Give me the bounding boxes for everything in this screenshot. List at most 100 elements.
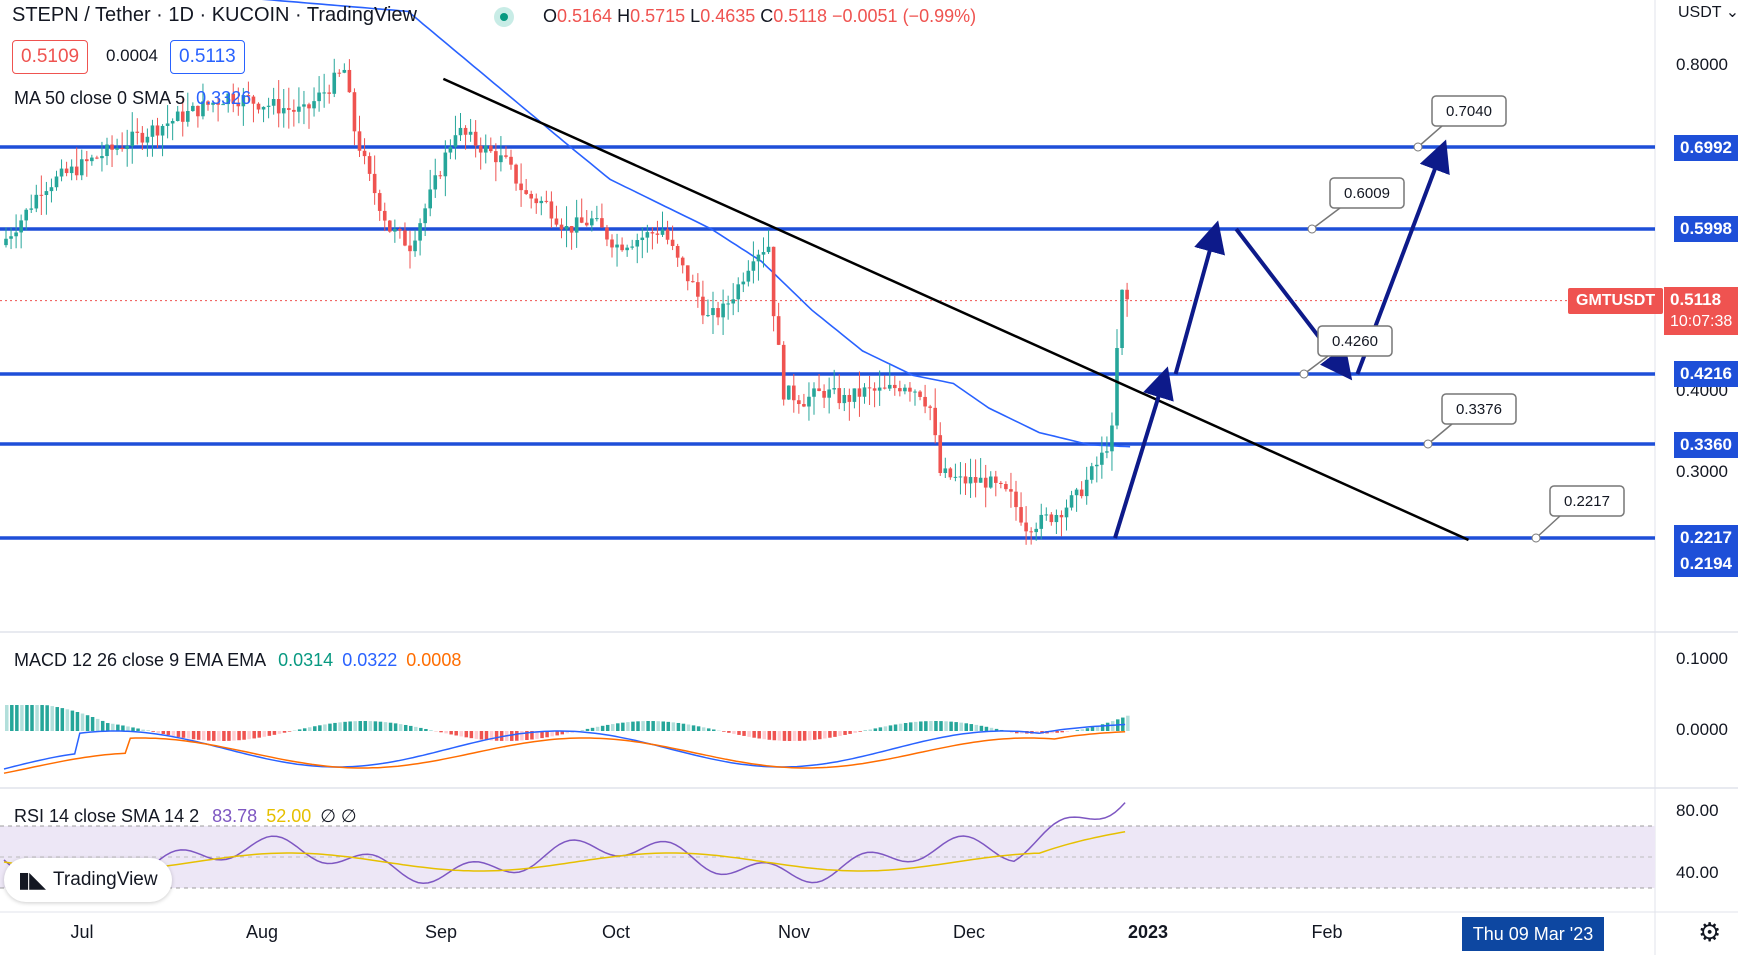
macd-hist-bar — [449, 731, 453, 735]
candle-body — [882, 387, 887, 389]
candle-body — [509, 156, 513, 165]
callout-anchor-1 — [1307, 224, 1317, 234]
macd-hist-bar — [50, 706, 54, 731]
macd-hist-bar — [611, 724, 615, 731]
callout-anchor-0 — [1413, 142, 1423, 152]
candle-body — [751, 261, 756, 271]
candle-body — [822, 390, 826, 398]
candle-body — [1034, 528, 1038, 533]
candle-body — [1120, 289, 1124, 349]
rsi-sma-value: 52.00 — [266, 806, 312, 826]
macd-hist-bar — [333, 722, 337, 731]
rsi-sma-line — [3, 830, 1126, 872]
price-callouts[interactable]: 0.7040 0.6009 0.4260 0.3376 0.2217 — [1299, 95, 1625, 543]
ticker-badge[interactable]: GMTUSDT — [1568, 288, 1664, 314]
settings-gear-icon[interactable]: ⚙ — [1698, 917, 1722, 947]
callout-leader-3 — [1427, 423, 1453, 445]
horizontal-levels[interactable] — [0, 145, 1655, 540]
ohlc-readout: O0.5164 H0.5715 L0.4635 C0.5118 −0.0051 … — [543, 6, 977, 26]
macd-hist-bar — [262, 731, 267, 737]
candle-body — [261, 106, 266, 110]
ma-value: 0.3326 — [196, 88, 252, 108]
candle-body — [297, 106, 301, 112]
currency-selector[interactable]: USDT ⌄ — [1678, 2, 1738, 22]
macd-hist-bar — [70, 710, 75, 731]
macd-hist-bar — [313, 726, 317, 731]
candle-body — [766, 246, 771, 253]
candle-body — [337, 72, 342, 74]
candle-body — [150, 125, 155, 137]
macd-hist-bar — [641, 721, 645, 731]
ma-legend[interactable]: MA 50 close 0 SMA 5 0.3326 — [14, 88, 251, 109]
macd-hist-bar — [833, 731, 837, 737]
symbol-title[interactable]: STEPN / Tether · 1D · KUCOIN · TradingVi… — [12, 4, 417, 27]
candle-body — [1014, 491, 1018, 508]
callout-box-2 — [1317, 325, 1393, 357]
candlestick-series — [4, 58, 1129, 545]
candle-body — [958, 476, 963, 478]
macd-hist-bar — [767, 731, 772, 740]
candle-body — [246, 95, 251, 97]
price-tick-0300: 0.3000 — [1676, 462, 1728, 481]
candle-body — [615, 244, 619, 248]
macd-hist-bar — [343, 721, 347, 731]
macd-hist-bar — [676, 722, 681, 731]
macd-hist-bar — [302, 728, 307, 731]
candle-body — [90, 157, 94, 162]
candle-body — [29, 208, 34, 210]
candle-body — [918, 391, 922, 397]
candle-body — [1019, 507, 1023, 523]
macd-hist-bar — [1105, 722, 1110, 731]
candle-body — [1115, 348, 1119, 426]
macd-hist-bar — [328, 723, 332, 731]
time-label-2023: 2023 — [1127, 922, 1169, 942]
macd-hist-bar — [1126, 715, 1130, 731]
candle-body — [160, 125, 165, 136]
macd-hist-bar — [141, 729, 145, 731]
candle-body — [827, 389, 831, 398]
macd-hist-bar — [525, 731, 529, 741]
macd-hist-bar — [631, 721, 635, 731]
macd-hist-bar — [489, 731, 494, 741]
macd-hist-bar — [585, 728, 590, 731]
candle-body — [256, 103, 261, 110]
candle-body — [584, 222, 589, 226]
macd-hist-bar — [439, 731, 443, 733]
candle-body — [716, 308, 720, 318]
rsi-legend[interactable]: RSI 14 close SMA 14 2 83.78 52.00 ∅ ∅ — [14, 806, 357, 827]
candle-body — [1105, 451, 1109, 453]
macd-hist-bar — [802, 731, 807, 741]
candle-body — [635, 240, 640, 247]
macd-hist-bar — [843, 731, 847, 735]
macd-hist-bar — [308, 727, 312, 731]
macd-hist-bar — [20, 705, 24, 731]
macd-legend[interactable]: MACD 12 26 close 9 EMA EMA 0.0314 0.0322… — [14, 650, 461, 671]
macd-hist-bar — [1100, 724, 1105, 731]
candle-body — [620, 244, 624, 251]
macd-pane — [3, 705, 1130, 774]
macd-hist-bar — [540, 731, 544, 739]
sell-button[interactable]: 0.5109 — [12, 40, 89, 74]
candle-body — [463, 127, 468, 135]
candle-body — [539, 200, 544, 204]
candle-body — [807, 396, 811, 407]
candle-body — [524, 190, 528, 194]
candle-body — [1054, 514, 1059, 523]
macd-hist-bar — [848, 731, 852, 734]
candle-body — [802, 404, 806, 407]
candle-body — [797, 400, 801, 405]
market-status-icon[interactable] — [494, 7, 514, 27]
macd-hist-bar — [474, 731, 479, 739]
callout-box-3 — [1441, 393, 1517, 425]
trendline[interactable] — [442, 77, 1470, 542]
macd-hist-bar — [257, 731, 261, 738]
candle-body — [140, 132, 145, 143]
candle-body — [327, 92, 331, 94]
candle-body — [19, 220, 23, 233]
macd-hist-bar — [989, 727, 994, 731]
macd-hist-bar — [984, 726, 989, 731]
buy-button[interactable]: 0.5113 — [170, 40, 245, 74]
tradingview-logo[interactable]: ▮◣ TradingView — [4, 858, 172, 902]
